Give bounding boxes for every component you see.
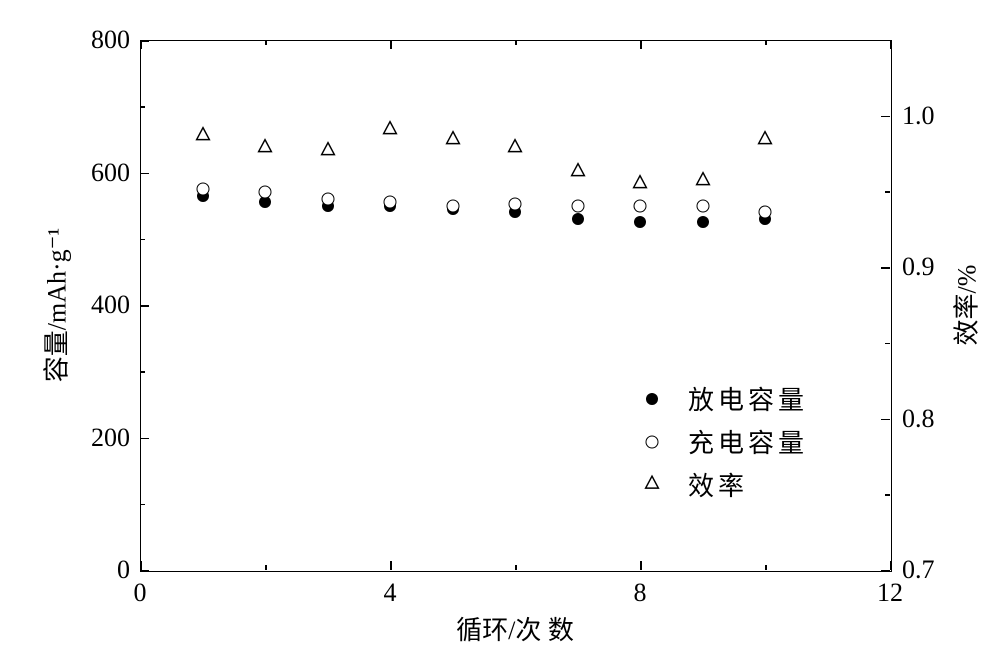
- y-right-axis-label: 效率/%: [947, 265, 984, 346]
- data-point: [259, 186, 272, 199]
- y-right-tick-label: 1.0: [902, 101, 935, 131]
- legend-marker-icon: [640, 387, 664, 411]
- legend-label: 放电容量: [688, 380, 808, 417]
- data-point: [571, 199, 584, 212]
- data-point: [632, 174, 648, 190]
- x-tick-label: 8: [634, 578, 647, 608]
- data-point: [507, 138, 523, 154]
- data-point: [695, 171, 711, 187]
- data-point: [634, 199, 647, 212]
- data-point: [697, 216, 709, 228]
- data-point: [570, 162, 586, 178]
- y-left-tick-label: 600: [91, 158, 130, 188]
- x-tick-label: 12: [877, 578, 903, 608]
- data-point: [509, 198, 522, 211]
- legend-label: 效率: [688, 466, 748, 503]
- data-point: [382, 120, 398, 136]
- data-point: [759, 206, 772, 219]
- legend-marker-icon: [640, 473, 664, 497]
- legend-item: 效率: [640, 466, 808, 503]
- legend-label: 充电容量: [688, 423, 808, 460]
- y-left-tick-label: 400: [91, 290, 130, 320]
- data-point: [384, 196, 397, 209]
- data-point: [445, 130, 461, 146]
- legend-marker-icon: [640, 430, 664, 454]
- y-left-tick-label: 0: [117, 555, 130, 585]
- x-axis-label: 循环/次 数: [456, 610, 574, 647]
- y-right-tick-label: 0.8: [902, 404, 935, 434]
- y-right-tick-label: 0.9: [902, 252, 935, 282]
- y-right-tick-label: 0.7: [902, 555, 935, 585]
- data-point: [757, 130, 773, 146]
- data-point: [634, 216, 646, 228]
- y-left-axis-label: 容量/mAh·g⁻¹: [37, 228, 74, 382]
- data-point: [257, 138, 273, 154]
- data-point: [321, 193, 334, 206]
- x-tick-label: 4: [384, 578, 397, 608]
- y-left-tick-label: 800: [91, 25, 130, 55]
- legend: 放电容量充电容量效率: [640, 380, 808, 509]
- legend-item: 放电容量: [640, 380, 808, 417]
- legend-item: 充电容量: [640, 423, 808, 460]
- chart-container: 容量/mAh·g⁻¹ 效率/% 循环/次 数 放电容量充电容量效率 048120…: [20, 20, 980, 647]
- y-left-tick-label: 200: [91, 423, 130, 453]
- data-point: [196, 183, 209, 196]
- data-point: [195, 126, 211, 142]
- data-point: [446, 199, 459, 212]
- data-point: [320, 141, 336, 157]
- x-tick-label: 0: [134, 578, 147, 608]
- data-point: [696, 199, 709, 212]
- data-point: [572, 213, 584, 225]
